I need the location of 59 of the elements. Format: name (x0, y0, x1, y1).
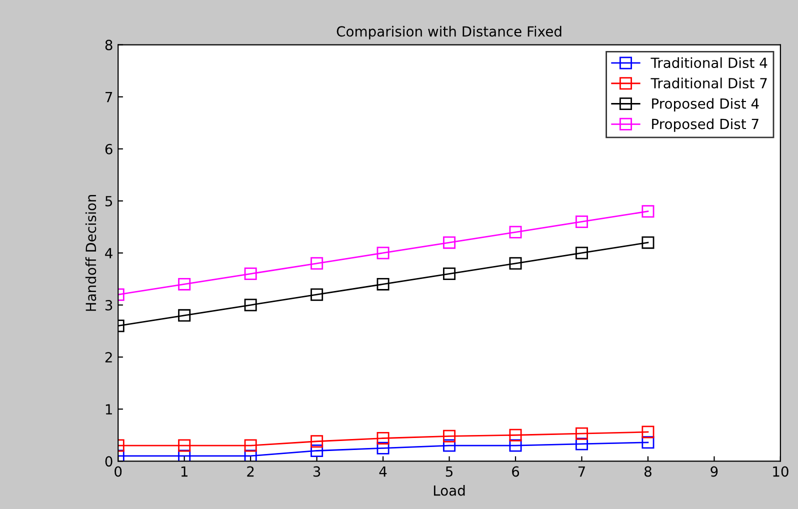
point (642, 205, 654, 218)
point (310, 444, 324, 457)
point (575, 438, 588, 450)
point (443, 268, 456, 280)
y-tick-label: 2 (105, 352, 112, 362)
x-tick-label: 2 (247, 466, 254, 477)
y-tick-label: 5 (105, 196, 112, 206)
legend-label: Traditional Dist 7 (650, 78, 767, 88)
legend-label: Proposed Dist 4 (652, 98, 759, 112)
x-tick-label: 1 (181, 466, 188, 477)
point (178, 439, 191, 452)
chart-title: Comparision with Distance Fixed (336, 26, 562, 40)
point (310, 257, 324, 270)
point (642, 436, 654, 449)
x-tick-label: 8 (644, 466, 652, 477)
x-tick-label: 7 (578, 466, 585, 477)
point (376, 432, 390, 445)
y-tick-label: 1 (106, 404, 112, 414)
point (244, 450, 257, 462)
legend-label: Proposed Dist 7 (652, 118, 758, 132)
point (310, 288, 324, 301)
x-tick-label: 5 (446, 466, 452, 477)
x-tick-label: 3 (313, 466, 320, 477)
point (575, 246, 588, 260)
legend-label: Traditional Dist 4 (650, 57, 768, 68)
point (509, 428, 522, 442)
point (575, 215, 588, 228)
y-tick-label: 6 (105, 144, 112, 154)
x-tick-label: 10 (773, 466, 788, 477)
point (376, 246, 390, 260)
point (443, 236, 456, 249)
point (178, 278, 191, 290)
x-tick-label: 0 (114, 466, 122, 477)
point (642, 426, 654, 438)
point (509, 226, 522, 238)
point (509, 257, 522, 270)
point (244, 439, 257, 452)
point (376, 278, 390, 290)
x-tick-label: 9 (710, 466, 718, 477)
y-tick-label: 7 (106, 92, 112, 102)
y-axis-title: Handoff Decision (85, 194, 96, 311)
y-tick-label: 0 (105, 456, 112, 467)
point (642, 236, 654, 249)
point (376, 442, 390, 454)
y-tick-label: 8 (105, 40, 112, 50)
point (244, 268, 257, 280)
y-tick-label: 3 (105, 300, 112, 310)
point (509, 439, 522, 452)
point (244, 298, 257, 312)
point (310, 435, 324, 448)
point (443, 430, 456, 442)
y-tick-label: 4 (105, 248, 112, 258)
point (178, 309, 191, 322)
point (443, 439, 456, 452)
x-tick-label: 6 (512, 466, 520, 477)
point (178, 450, 191, 462)
x-tick-label: 4 (379, 466, 387, 477)
x-axis-title: Load (434, 485, 465, 496)
point (575, 427, 588, 440)
